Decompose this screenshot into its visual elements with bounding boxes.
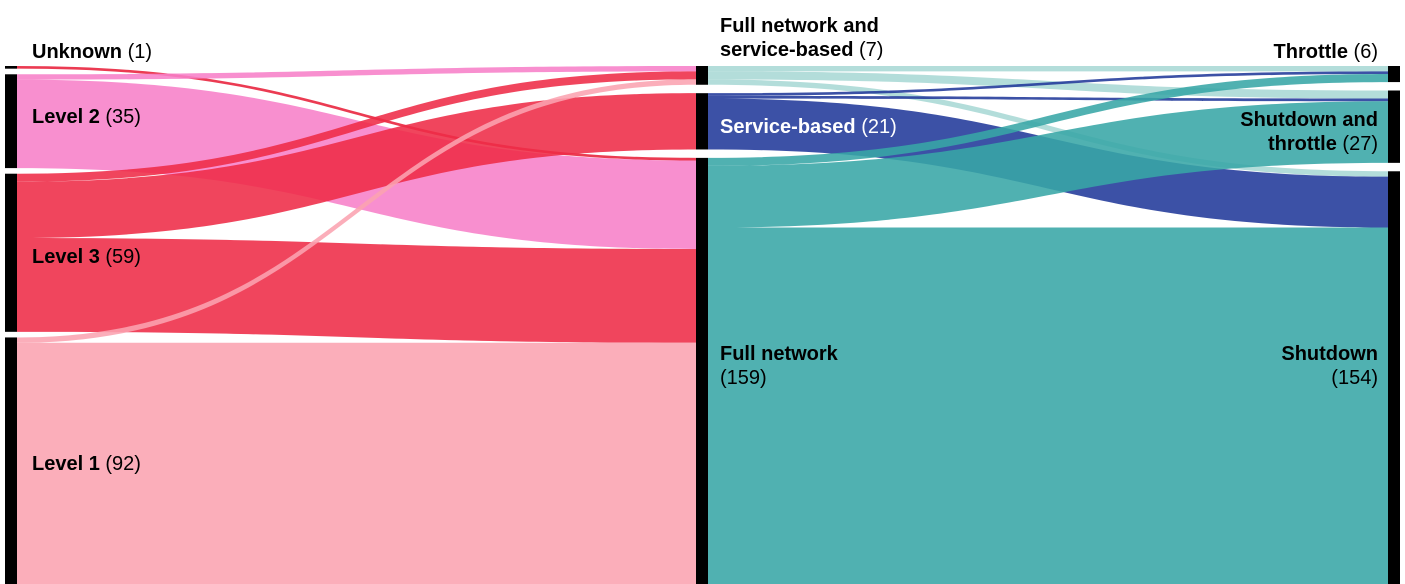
node-label: Full network and service-based (7) [720,14,930,62]
link [17,66,696,80]
node-value: (27) [1342,133,1378,155]
node-label: Service-based (21) [720,115,897,139]
node-value: (1) [127,41,153,63]
node [696,66,708,85]
node-value: (159) [720,367,767,389]
link [708,101,1388,228]
link [708,227,1388,584]
node-name: Level 1 [32,453,100,475]
node-value: (59) [105,246,141,268]
link [17,71,696,182]
link [17,238,696,343]
link [17,342,696,584]
node-label: Level 3 (59) [32,245,141,269]
link [708,71,1388,96]
node-label: Throttle (6) [1274,40,1378,64]
node-label: Shutdown and throttle (27) [1193,108,1378,156]
node-value: (154) [1331,367,1378,389]
node-name: Unknown [32,41,122,63]
link [708,74,1388,166]
node-name: Service-based [720,116,856,138]
node [1388,171,1400,584]
node-value: (35) [105,106,141,128]
node [1388,66,1400,83]
node [696,157,708,584]
node-name: Level 3 [32,246,100,268]
link [17,66,696,161]
link [17,79,696,343]
node-label: Level 2 (35) [32,105,141,129]
node-name: Throttle [1273,41,1348,63]
node-label: Full network (159) [720,342,880,390]
node-label: Shutdown (154) [1248,342,1378,390]
node-value: (7) [858,39,884,61]
node-name: Shutdown [1281,343,1378,365]
node [5,173,17,332]
node-label: Unknown (1) [32,40,152,64]
links [17,66,1388,584]
node [696,93,708,150]
node [5,66,17,69]
link [708,66,1388,72]
node-name: Full network and service-based [720,15,879,61]
node-label: Level 1 (92) [32,452,141,476]
node-value: (6) [1353,41,1378,63]
node-name: Full network [720,343,838,365]
link [17,93,696,239]
node-name: Level 2 [32,106,100,128]
node [1388,90,1400,163]
node-value: (92) [105,453,141,475]
link [708,95,1388,102]
node [5,74,17,169]
node [5,337,17,584]
node-name: Shutdown and throttle [1240,109,1378,155]
node-value: (21) [861,116,897,138]
link [708,79,1388,177]
